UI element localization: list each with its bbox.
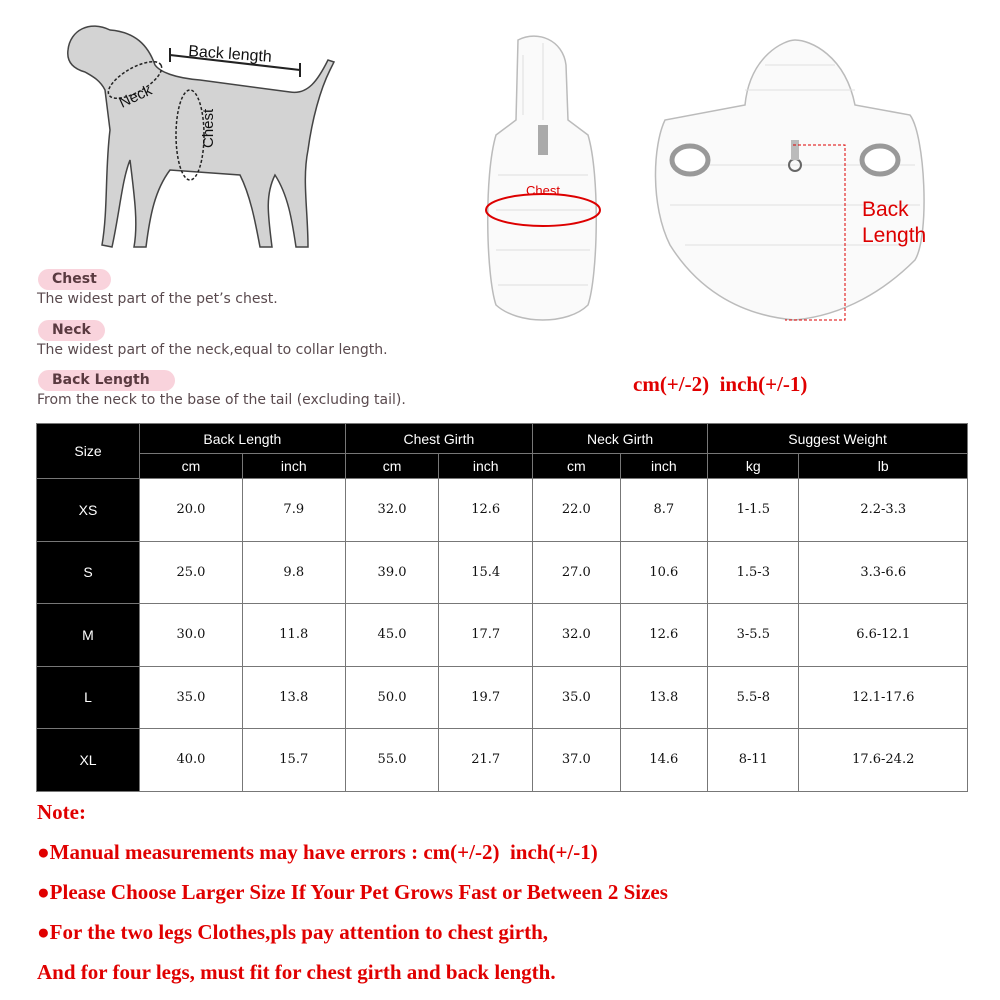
tolerance-text: cm(+/-2) inch(+/-1): [633, 372, 808, 396]
value-cell: 27.0: [532, 540, 621, 604]
table-row: XL 40.0 15.7 55.0 21.7 37.0 14.6 8-11 17.6-24.2: [36, 728, 968, 792]
unit-header: kg: [707, 453, 800, 479]
value-cell: 37.0: [532, 728, 621, 792]
unit-header: cm: [532, 453, 621, 479]
size-header: Size: [36, 423, 140, 479]
value-cell: 10.6: [619, 540, 709, 604]
coat-length-label: Length: [862, 224, 926, 247]
value-cell: 12.1-17.6: [798, 665, 968, 729]
note-line: ●Manual measurements may have errors : c…: [37, 840, 598, 864]
table-row: XS 20.0 7.9 32.0 12.6 22.0 8.7 1-1.5 2.2-3.3: [36, 478, 968, 542]
unit-header: inch: [619, 453, 709, 479]
value-cell: 7.9: [241, 478, 346, 542]
unit-header: cm: [139, 453, 243, 479]
value-cell: 1-1.5: [707, 478, 800, 542]
size-cell: XL: [36, 728, 140, 792]
value-cell: 15.7: [241, 728, 346, 792]
chest-desc: The widest part of the pet’s chest.: [37, 291, 278, 307]
back-length-term: Back Length: [38, 370, 175, 391]
value-cell: 30.0: [139, 603, 243, 667]
back-length-desc: From the neck to the base of the tail (e…: [37, 392, 406, 408]
coat-front-image: Chest: [485, 35, 601, 321]
value-cell: 20.0: [139, 478, 243, 542]
chest-label: Chest: [200, 108, 217, 148]
coat-back-label: Back: [862, 198, 909, 221]
coat-chest-label: Chest: [526, 183, 560, 198]
value-cell: 9.8: [241, 540, 346, 604]
neck-desc: The widest part of the neck,equal to col…: [37, 342, 388, 358]
value-cell: 50.0: [344, 665, 440, 729]
value-cell: 11.8: [241, 603, 346, 667]
value-cell: 15.4: [438, 540, 534, 604]
chest-term: Chest: [38, 269, 111, 290]
note-title: Note:: [37, 800, 86, 824]
value-cell: 1.5-3: [707, 540, 800, 604]
note-line: ●For the two legs Clothes,pls pay attent…: [37, 920, 549, 944]
group-header: Chest Girth: [344, 423, 534, 454]
unit-header: cm: [344, 453, 440, 479]
value-cell: 13.8: [619, 665, 709, 729]
note-line: And for four legs, must fit for chest gi…: [37, 960, 556, 984]
size-cell: M: [36, 603, 140, 667]
value-cell: 8-11: [707, 728, 800, 792]
unit-header: inch: [241, 453, 346, 479]
group-header: Back Length: [139, 423, 346, 454]
value-cell: 55.0: [344, 728, 440, 792]
value-cell: 22.0: [532, 478, 621, 542]
value-cell: 32.0: [344, 478, 440, 542]
back-length-label: Back length: [188, 43, 273, 66]
value-cell: 21.7: [438, 728, 534, 792]
value-cell: 12.6: [619, 603, 709, 667]
note-line: ●Please Choose Larger Size If Your Pet G…: [37, 880, 668, 904]
size-cell: S: [36, 540, 140, 604]
neck-term: Neck: [38, 320, 105, 341]
value-cell: 12.6: [438, 478, 534, 542]
coat-back-image: Back Length: [654, 39, 926, 321]
value-cell: 45.0: [344, 603, 440, 667]
value-cell: 17.6-24.2: [798, 728, 968, 792]
value-cell: 17.7: [438, 603, 534, 667]
unit-header: lb: [798, 453, 968, 479]
dog-measurement-diagram: Back length Neck Chest: [67, 25, 336, 248]
value-cell: 35.0: [532, 665, 621, 729]
table-row: S 25.0 9.8 39.0 15.4 27.0 10.6 1.5-3 3.3-6.6: [36, 540, 968, 604]
group-header: Suggest Weight: [707, 423, 968, 454]
value-cell: 5.5-8: [707, 665, 800, 729]
value-cell: 35.0: [139, 665, 243, 729]
group-header: Neck Girth: [532, 423, 709, 454]
size-cell: L: [36, 665, 140, 729]
size-chart-table: Size Back Length Chest Girth Neck Girth …: [36, 423, 968, 792]
value-cell: 13.8: [241, 665, 346, 729]
value-cell: 2.2-3.3: [798, 478, 968, 542]
value-cell: 39.0: [344, 540, 440, 604]
value-cell: 8.7: [619, 478, 709, 542]
unit-header: inch: [438, 453, 534, 479]
value-cell: 3-5.5: [707, 603, 800, 667]
value-cell: 3.3-6.6: [798, 540, 968, 604]
value-cell: 6.6-12.1: [798, 603, 968, 667]
value-cell: 14.6: [619, 728, 709, 792]
size-cell: XS: [36, 478, 140, 542]
table-row: M 30.0 11.8 45.0 17.7 32.0 12.6 3-5.5 6.6-12.1: [36, 603, 968, 667]
value-cell: 32.0: [532, 603, 621, 667]
table-row: L 35.0 13.8 50.0 19.7 35.0 13.8 5.5-8 12.1-17.6: [36, 665, 968, 729]
value-cell: 19.7: [438, 665, 534, 729]
value-cell: 40.0: [139, 728, 243, 792]
value-cell: 25.0: [139, 540, 243, 604]
